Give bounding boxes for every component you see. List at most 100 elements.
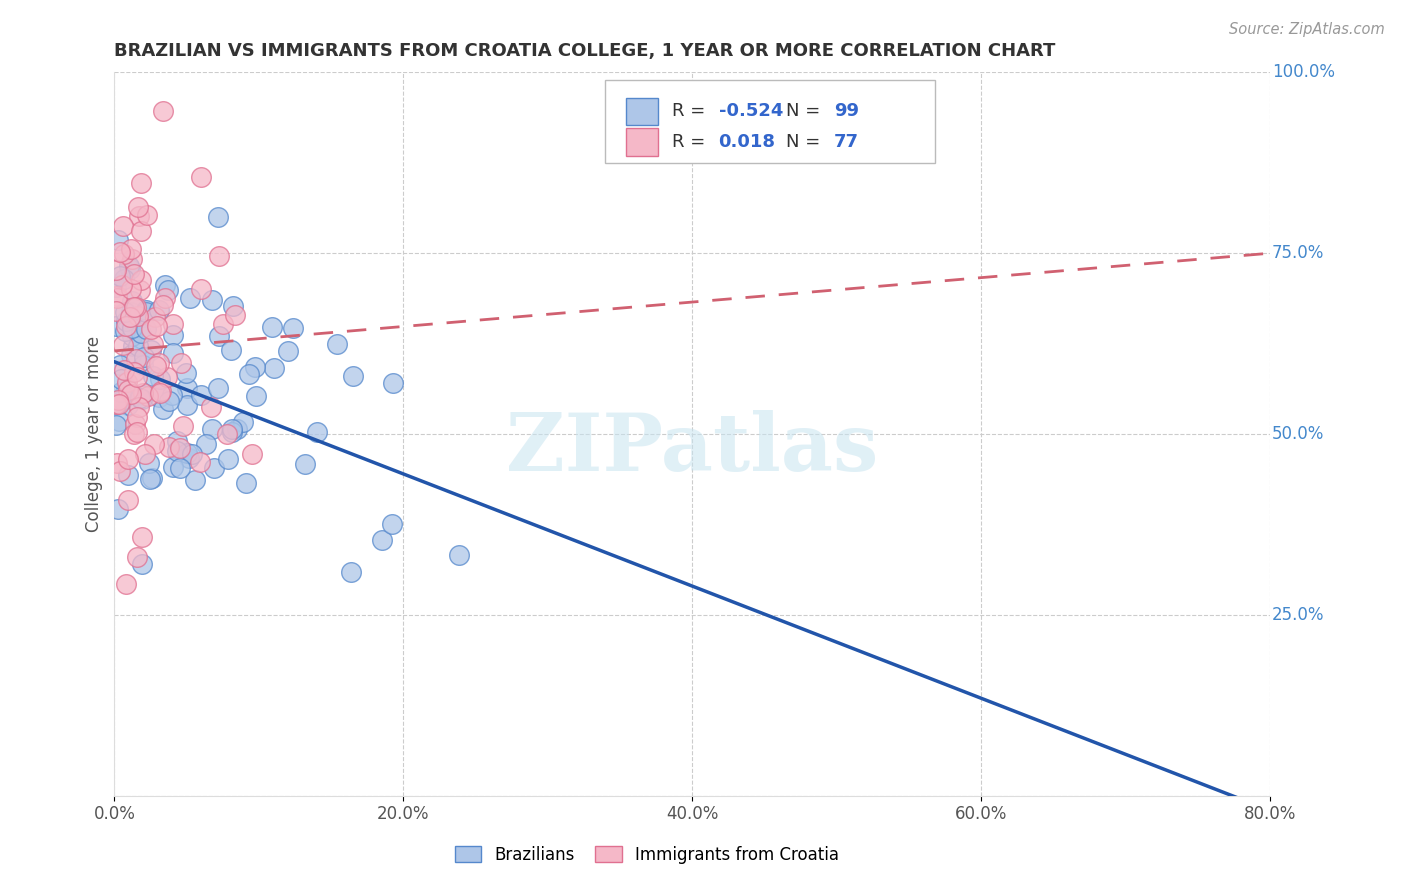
Point [176, 398, 198, 412]
Point [111, 393, 134, 408]
Text: N =: N = [786, 133, 825, 151]
Point [339, 565, 361, 579]
Point [148, 390, 170, 404]
Point [135, 208, 157, 222]
Point [157, 440, 180, 454]
Point [129, 272, 152, 286]
Point [157, 393, 180, 408]
Text: N =: N = [786, 103, 825, 120]
Point [104, 280, 127, 294]
Point [153, 291, 176, 305]
Point [120, 305, 142, 319]
Point [149, 386, 172, 401]
Point [114, 576, 136, 591]
Point [381, 516, 404, 531]
Point [238, 367, 260, 381]
Point [172, 419, 194, 434]
Point [152, 298, 174, 312]
Point [120, 310, 142, 324]
Point [112, 272, 135, 286]
Text: 75.0%: 75.0% [1272, 244, 1324, 262]
Point [152, 104, 174, 119]
Point [117, 383, 139, 397]
Point [145, 359, 167, 373]
Point [104, 304, 127, 318]
Point [235, 475, 257, 490]
Point [108, 414, 131, 428]
Point [149, 384, 172, 399]
Point [127, 201, 149, 215]
Point [156, 369, 179, 384]
Point [121, 321, 143, 335]
Text: 99: 99 [834, 103, 859, 120]
Point [110, 372, 132, 386]
Point [121, 328, 143, 343]
Point [124, 427, 146, 442]
Point [134, 447, 156, 461]
FancyBboxPatch shape [626, 97, 658, 125]
Point [160, 388, 183, 402]
Point [131, 530, 153, 544]
Point [105, 263, 128, 277]
Point [121, 252, 143, 266]
Point [122, 300, 145, 314]
Point [120, 242, 142, 256]
Point [263, 361, 285, 376]
Point [207, 210, 229, 224]
Point [120, 348, 142, 362]
Point [243, 360, 266, 375]
Point [121, 294, 143, 309]
Point [166, 444, 188, 458]
Point [117, 451, 139, 466]
Point [201, 422, 224, 436]
Point [162, 328, 184, 343]
Point [120, 282, 142, 296]
Point [262, 320, 284, 334]
Point [208, 328, 231, 343]
Point [184, 473, 207, 487]
Point [117, 399, 139, 413]
Point [131, 557, 153, 571]
Text: -0.524: -0.524 [718, 103, 783, 120]
Text: 25.0%: 25.0% [1272, 606, 1324, 624]
Point [169, 461, 191, 475]
Point [125, 300, 148, 314]
Point [208, 249, 231, 263]
Text: Source: ZipAtlas.com: Source: ZipAtlas.com [1229, 22, 1385, 37]
Point [169, 441, 191, 455]
Point [157, 283, 180, 297]
Point [128, 209, 150, 223]
Point [166, 434, 188, 449]
Point [283, 321, 305, 335]
Point [125, 370, 148, 384]
Point [152, 401, 174, 416]
Point [190, 387, 212, 401]
Point [143, 436, 166, 450]
Point [128, 391, 150, 405]
Point [148, 303, 170, 318]
Point [326, 336, 349, 351]
Point [105, 456, 128, 470]
Point [120, 387, 142, 401]
Text: 0.018: 0.018 [718, 133, 776, 151]
Point [127, 339, 149, 353]
Point [105, 289, 128, 303]
Point [245, 389, 267, 403]
Point [105, 319, 128, 334]
Text: 77: 77 [834, 133, 859, 151]
Point [129, 326, 152, 340]
Point [222, 299, 245, 313]
Point [240, 447, 263, 461]
Point [381, 376, 404, 390]
Point [211, 317, 233, 331]
Point [128, 400, 150, 414]
Point [177, 450, 200, 465]
Point [170, 355, 193, 369]
Point [200, 400, 222, 414]
Point [138, 456, 160, 470]
Point [176, 445, 198, 459]
Point [108, 397, 131, 411]
Point [142, 337, 165, 351]
Point [135, 303, 157, 318]
Point [135, 305, 157, 319]
